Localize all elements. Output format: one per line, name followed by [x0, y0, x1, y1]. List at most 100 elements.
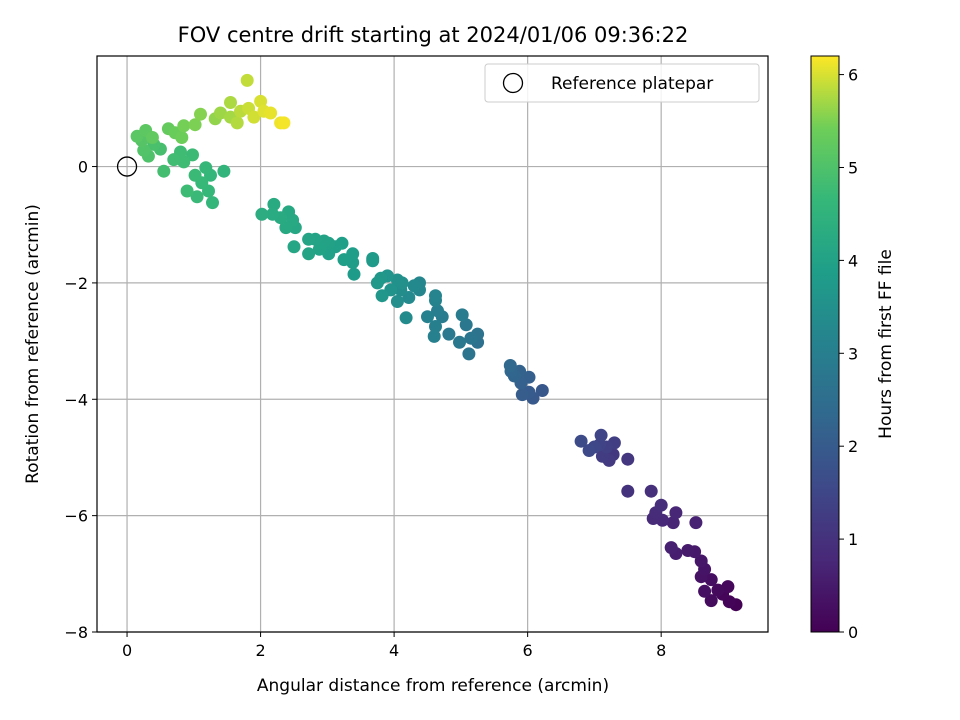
y-tick-label: −4	[64, 390, 88, 409]
data-point	[277, 116, 291, 130]
data-point	[194, 107, 207, 121]
data-point	[427, 329, 441, 343]
data-points	[130, 73, 743, 612]
data-point	[177, 119, 191, 133]
data-point	[459, 318, 473, 332]
legend: Reference platepar	[484, 63, 760, 103]
data-point	[582, 444, 596, 457]
colorbar-tick-label: 3	[848, 344, 858, 363]
data-point	[366, 252, 380, 265]
data-point	[266, 207, 280, 221]
data-point	[247, 110, 261, 124]
data-point	[177, 155, 191, 169]
data-point	[186, 148, 199, 162]
data-point	[429, 289, 442, 303]
colorbar-ticks: 0 1 2 3 4 5 6	[839, 66, 858, 642]
data-point	[137, 143, 151, 157]
legend-label: Reference platepar	[551, 74, 713, 94]
data-point	[312, 242, 326, 256]
x-tick-label: 8	[656, 641, 666, 660]
data-point	[503, 359, 517, 372]
data-point	[644, 484, 658, 498]
data-point	[206, 196, 219, 210]
data-point	[464, 331, 478, 345]
data-point	[515, 388, 529, 402]
y-tick-label: −6	[64, 507, 88, 526]
data-point	[453, 335, 466, 349]
data-point	[375, 289, 389, 303]
plot-frame	[96, 55, 769, 633]
data-point	[594, 428, 608, 442]
data-point	[574, 434, 588, 448]
reference-marker	[116, 156, 138, 177]
data-point	[399, 311, 413, 325]
data-point	[175, 131, 189, 144]
data-point	[421, 310, 434, 324]
data-point	[188, 168, 202, 182]
data-point	[337, 253, 351, 267]
data-point	[664, 541, 678, 555]
legend-marker	[502, 72, 524, 94]
colorbar-tick-label: 6	[848, 66, 858, 85]
data-point	[287, 240, 301, 254]
data-point	[188, 118, 202, 132]
reference-platepar-marker	[116, 156, 138, 177]
data-point	[230, 116, 244, 130]
x-tick-label: 6	[523, 641, 533, 660]
data-point	[199, 161, 213, 175]
data-point	[721, 580, 735, 594]
legend-box	[484, 63, 760, 103]
data-point	[535, 384, 549, 397]
chart-title: FOV centre drift starting at 2024/01/06 …	[178, 23, 689, 47]
data-point	[267, 197, 281, 211]
y-tick-label: −2	[64, 274, 88, 293]
x-tick-label: 4	[389, 641, 399, 660]
data-point	[429, 320, 442, 333]
colorbar-tick-label: 1	[848, 530, 858, 549]
data-point	[157, 164, 171, 178]
colorbar-tick-label: 0	[848, 623, 858, 642]
data-point	[669, 506, 683, 520]
data-point	[264, 106, 278, 120]
colorbar	[810, 55, 840, 633]
colorbar-tick-label: 2	[848, 437, 858, 456]
data-point	[254, 94, 268, 108]
data-point	[621, 484, 635, 498]
x-tick-label: 0	[122, 641, 132, 660]
data-point	[370, 276, 384, 290]
data-point	[390, 295, 404, 308]
x-axis-label: Angular distance from reference (arcmin)	[257, 676, 609, 696]
data-point	[302, 232, 316, 246]
data-point	[214, 106, 227, 120]
data-point	[681, 544, 695, 557]
data-point	[279, 221, 293, 235]
y-axis-label: Rotation from reference (arcmin)	[23, 204, 43, 484]
data-point	[347, 267, 361, 281]
data-point	[654, 498, 668, 512]
data-point	[431, 304, 444, 318]
colorbar-tick-label: 4	[848, 251, 858, 270]
data-point	[455, 308, 469, 322]
data-point	[462, 347, 476, 361]
data-point	[217, 164, 231, 178]
data-point	[180, 184, 194, 198]
data-point	[302, 247, 316, 261]
y-tick-label: −8	[64, 623, 88, 642]
y-axis-ticks: 0 −2 −4 −6 −8	[64, 158, 97, 642]
data-point	[224, 96, 237, 109]
x-tick-label: 2	[255, 641, 265, 660]
data-point	[689, 516, 703, 530]
data-point	[621, 452, 635, 466]
data-point	[390, 273, 404, 287]
data-point	[240, 73, 254, 87]
data-point	[694, 554, 708, 568]
data-point	[704, 573, 718, 587]
x-axis-ticks: 0 2 4 6 8	[122, 632, 666, 660]
data-point	[442, 327, 456, 341]
y-tick-label: 0	[78, 158, 88, 177]
data-point	[666, 516, 680, 530]
data-point	[704, 594, 718, 608]
data-point	[145, 131, 159, 144]
data-point	[698, 584, 712, 598]
